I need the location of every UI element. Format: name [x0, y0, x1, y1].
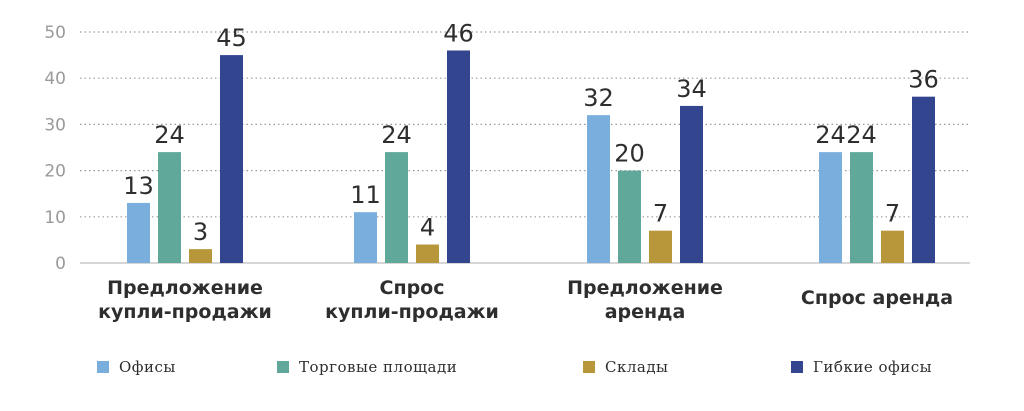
legend-swatch-3 [583, 361, 595, 373]
legend-label-1: Офисы [119, 358, 176, 376]
bar-2-series-2 [385, 152, 408, 263]
legend-label-4: Гибкие офисы [813, 358, 933, 376]
value-label-3-series-2: 20 [614, 140, 645, 168]
bar-3-series-1 [587, 115, 610, 263]
y-tick-label-20: 20 [44, 162, 66, 182]
value-label-2-series-2: 24 [381, 121, 412, 149]
bar-1-series-3 [189, 249, 212, 263]
legend-swatch-2 [277, 361, 289, 373]
value-label-3-series-3: 7 [653, 200, 668, 228]
legend-swatch-4 [791, 361, 803, 373]
category-label-4: Спрос аренда [801, 287, 953, 309]
bar-3-series-4 [680, 105, 703, 263]
category-label-3: Предложение аренда [567, 277, 723, 323]
legend: Офисы Торговые площади Склады Гибкие офисы [0, 352, 1024, 382]
value-label-2-series-4: 46 [443, 19, 474, 47]
legend-item-3: Склады [583, 352, 669, 382]
legend-label-2: Торговые площади [299, 358, 458, 376]
bar-3-series-3 [649, 230, 672, 263]
value-label-1-series-4: 45 [216, 24, 247, 52]
bar-2-series-1 [354, 212, 377, 263]
bar-4-series-1 [819, 152, 842, 263]
value-label-3-series-4: 34 [676, 75, 707, 103]
y-tick-label-0: 0 [55, 254, 66, 274]
bar-4-series-3 [881, 230, 904, 263]
bar-1-series-2 [158, 152, 181, 263]
bar-4-series-4 [912, 96, 935, 264]
category-label-1: Предложение купли-продажи [98, 277, 272, 323]
value-label-1-series-1: 13 [123, 172, 154, 200]
y-tick-label-30: 30 [44, 115, 66, 135]
y-tick-label-40: 40 [44, 69, 66, 89]
value-label-3-series-1: 32 [583, 84, 614, 112]
value-label-4-series-2: 24 [846, 121, 877, 149]
value-label-2-series-1: 11 [350, 181, 381, 209]
category-label-2: Спрос купли-продажи [325, 277, 499, 323]
value-label-4-series-4: 36 [908, 66, 939, 94]
value-label-2-series-3: 4 [420, 214, 435, 242]
bar-2-series-4 [447, 50, 470, 264]
value-label-4-series-3: 7 [885, 200, 900, 228]
value-label-1-series-3: 3 [193, 218, 208, 246]
bar-1-series-4 [220, 55, 243, 263]
bar-4-series-2 [850, 152, 873, 263]
legend-label-3: Склады [605, 358, 669, 376]
value-label-4-series-1: 24 [815, 121, 846, 149]
y-tick-label-10: 10 [44, 208, 66, 228]
bar-1-series-1 [127, 202, 150, 263]
bar-3-series-2 [618, 170, 641, 263]
legend-item-4: Гибкие офисы [791, 352, 932, 382]
legend-swatch-1 [97, 361, 109, 373]
y-tick-label-50: 50 [44, 23, 66, 43]
value-label-1-series-2: 24 [154, 121, 185, 149]
legend-item-2: Торговые площади [277, 352, 457, 382]
bar-2-series-3 [416, 244, 439, 263]
legend-item-1: Офисы [97, 352, 176, 382]
